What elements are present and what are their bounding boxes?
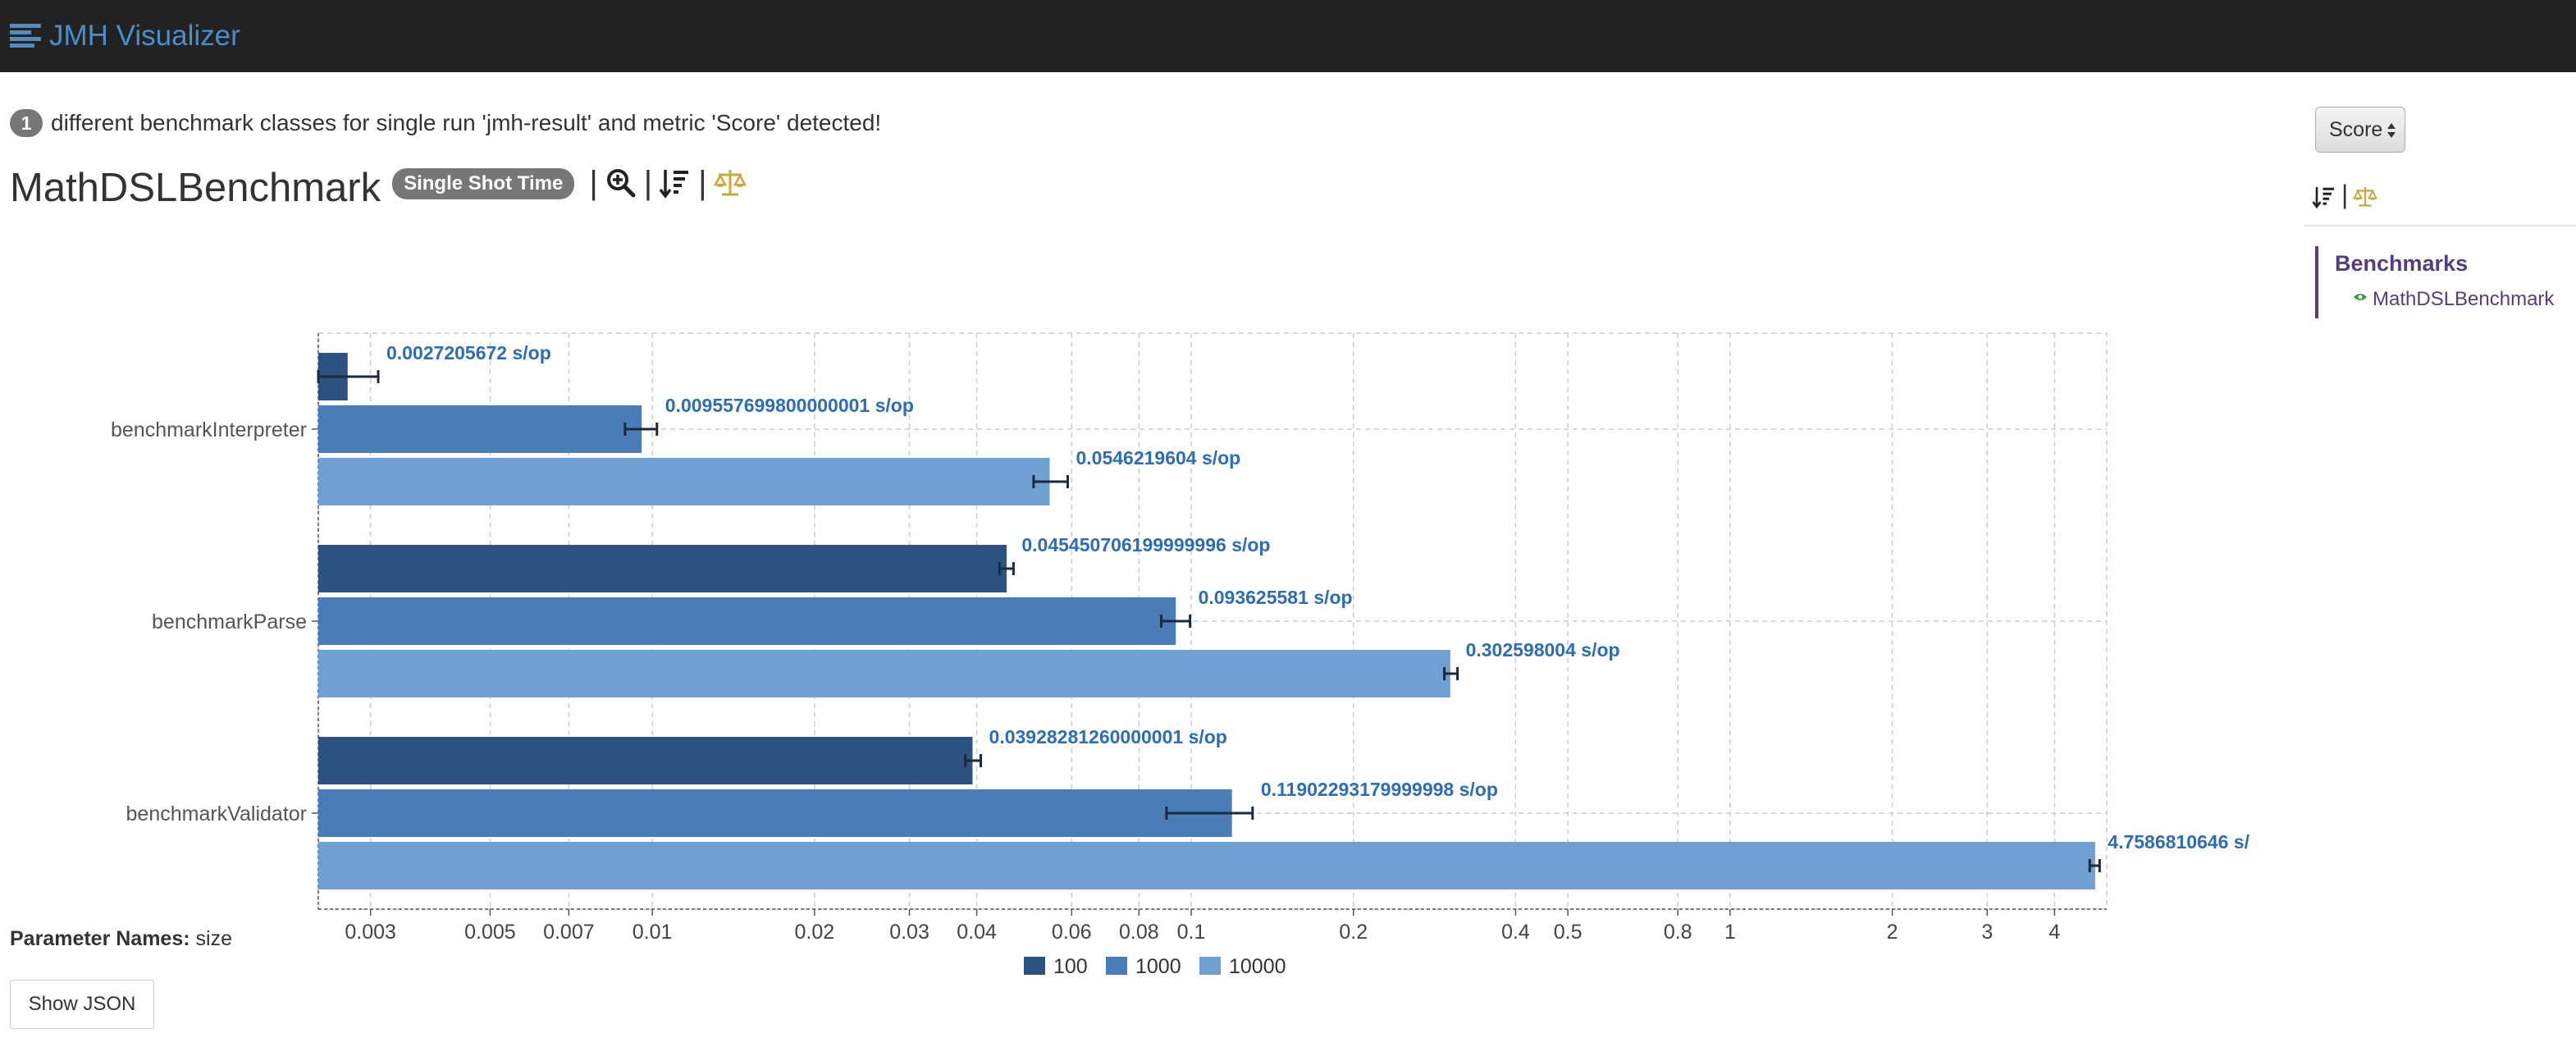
benchmark-chart: 0.003 0.005 0.007 0.01 0.02 0.03 0.04 0.06 0.08 0… — [111, 332, 2250, 978]
legend-swatch — [1024, 957, 1045, 975]
legend-label: 100 — [1053, 955, 1088, 978]
sidebar: Score | Benchmarks — [2297, 72, 2576, 1047]
eye-icon — [2354, 294, 2367, 300]
x-tick-label: 4 — [2048, 921, 2060, 944]
data-label: 0.009557699800000001 s/op — [665, 395, 914, 416]
bar — [318, 737, 973, 784]
x-tick-label: 0.01 — [633, 921, 673, 944]
x-tick-label: 0.08 — [1119, 921, 1159, 944]
main-content: 1 different benchmark classes for single… — [0, 72, 2289, 1047]
data-label: 0.0027205672 s/op — [386, 342, 551, 363]
bar — [318, 458, 1050, 505]
navbar: JMH Visualizer — [0, 0, 2576, 72]
data-label: 0.093625581 s/op — [1199, 587, 1353, 608]
x-tick-label: 0.007 — [543, 921, 595, 944]
data-label: 0.0546219604 s/op — [1076, 447, 1240, 469]
x-tick-label: 0.1 — [1177, 921, 1206, 944]
select-arrows-icon — [2387, 123, 2396, 138]
benchmarks-heading: Benchmarks — [2335, 251, 2469, 276]
data-label: 0.045450706199999996 s/op — [1021, 534, 1270, 556]
bar — [318, 597, 1176, 645]
benchmarks-nav: Benchmarks MathDSLBenchmark — [2315, 246, 2561, 318]
bar — [318, 842, 2095, 889]
x-tick-label: 1 — [1724, 921, 1736, 944]
x-tick-label: 0.003 — [345, 921, 396, 944]
data-label: 0.03928281260000001 s/op — [989, 726, 1227, 748]
brand-title: JMH Visualizer — [49, 20, 240, 52]
bar — [318, 789, 1232, 837]
nav-item-label: MathDSLBenchmark — [2373, 288, 2555, 310]
metric-select[interactable]: Score — [2315, 107, 2405, 153]
legend-swatch — [1106, 957, 1127, 975]
x-tick-label: 0.8 — [1664, 921, 1692, 944]
balance-scale-icon[interactable] — [2353, 185, 2378, 209]
mode-badge: Single Shot Time — [392, 168, 575, 199]
bars-icon — [10, 24, 41, 48]
separator: | — [2341, 179, 2349, 209]
benchmark-header: MathDSLBenchmark Single Shot Time | | | — [10, 159, 747, 217]
x-tick-label: 0.5 — [1554, 921, 1583, 944]
x-tick-label: 2 — [1887, 921, 1898, 944]
zoom-in-icon[interactable] — [605, 167, 637, 199]
param-label: Parameter Names: — [10, 927, 190, 950]
data-label: 0.302598004 s/op — [1466, 639, 1620, 661]
y-tick-label: benchmarkValidator — [126, 802, 307, 825]
x-tick-label: 0.02 — [795, 921, 835, 944]
metric-select-value: Score — [2329, 117, 2383, 141]
info-message: 1 different benchmark classes for single… — [10, 107, 881, 139]
y-tick-label: benchmarkParse — [152, 610, 307, 633]
x-tick-label: 0.2 — [1339, 921, 1368, 944]
count-badge: 1 — [10, 109, 43, 137]
divider — [2304, 225, 2576, 226]
sort-icon[interactable] — [2312, 184, 2336, 210]
nav-item-benchmark[interactable]: MathDSLBenchmark — [2353, 288, 2561, 311]
legend-label: 1000 — [1135, 955, 1181, 978]
brand-link[interactable]: JMH Visualizer — [10, 11, 240, 61]
info-text: different benchmark classes for single r… — [51, 110, 882, 135]
x-tick-label: 0.005 — [464, 921, 516, 944]
param-value: size — [195, 927, 232, 950]
separator: | — [589, 164, 598, 201]
bar — [318, 650, 1450, 697]
x-tick-label: 0.03 — [889, 921, 929, 944]
sort-icon[interactable] — [659, 167, 692, 199]
bar — [318, 405, 642, 453]
y-tick-label: benchmarkInterpreter — [111, 418, 307, 441]
data-label: 0.11902293179999998 s/op — [1261, 779, 1498, 800]
x-tick-label: 0.04 — [957, 921, 997, 944]
legend-label: 10000 — [1229, 955, 1286, 978]
separator: | — [698, 164, 707, 201]
parameter-names: Parameter Names: size — [10, 927, 232, 951]
page-title: MathDSLBenchmark — [10, 166, 381, 210]
legend-swatch — [1199, 957, 1221, 975]
x-tick-label: 3 — [1981, 921, 1993, 944]
sidebar-tools: | — [2312, 179, 2378, 213]
separator: | — [643, 164, 653, 201]
balance-scale-icon[interactable] — [713, 167, 747, 199]
x-tick-label: 0.06 — [1052, 921, 1092, 944]
show-json-button[interactable]: Show JSON — [10, 980, 154, 1029]
data-label: 4.7586810646 s/ — [2108, 831, 2249, 853]
x-tick-label: 0.4 — [1501, 921, 1530, 944]
bar — [318, 545, 1007, 592]
